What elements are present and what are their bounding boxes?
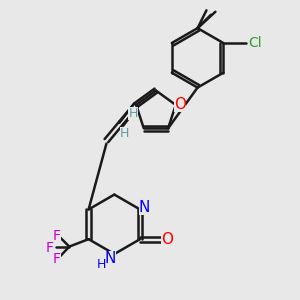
Text: N: N [104, 251, 116, 266]
Text: Cl: Cl [248, 36, 262, 50]
Text: F: F [53, 252, 61, 266]
Text: H: H [120, 127, 129, 140]
Text: H: H [128, 107, 138, 120]
Text: F: F [53, 229, 61, 243]
Text: H: H [96, 258, 106, 271]
Text: O: O [174, 98, 186, 112]
Text: O: O [161, 232, 173, 247]
Text: N: N [139, 200, 150, 215]
Text: F: F [46, 241, 54, 255]
